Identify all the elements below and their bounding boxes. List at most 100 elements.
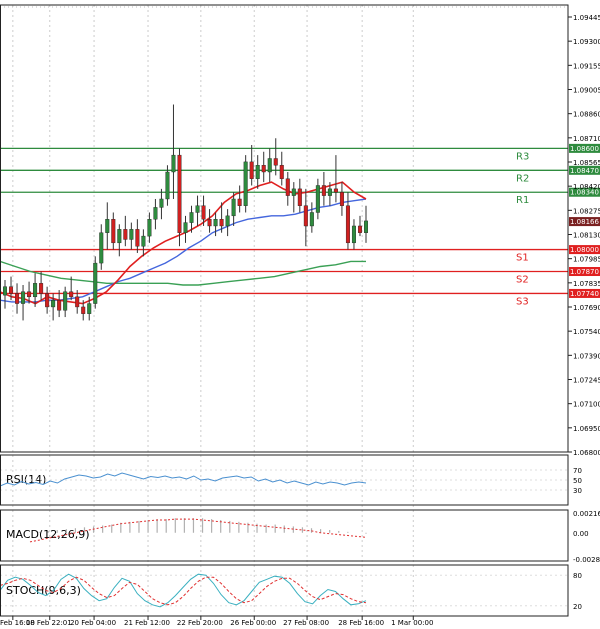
level-name-r1: R1 <box>516 195 529 206</box>
candle-body <box>39 283 44 294</box>
price-tick-label: 1.08130 <box>573 232 600 240</box>
candle-body <box>93 262 98 304</box>
current-price-label: 1.08166 <box>570 218 599 226</box>
candle-body <box>231 198 236 217</box>
macd-frame <box>0 509 569 562</box>
candle-body <box>273 158 278 166</box>
macd-pane: MACD(12,26,9) 0.002165 0.00 -0.002879 <box>6 510 600 564</box>
candle-body <box>267 158 272 173</box>
candle-body <box>327 188 332 196</box>
candle-body <box>195 205 200 213</box>
time-tick-label: 21 Feb 12:00 <box>124 619 170 627</box>
stoch-main-line <box>0 573 367 608</box>
candle-body <box>243 161 248 206</box>
candle-body <box>189 212 194 223</box>
candle-body <box>357 225 362 233</box>
level-price-box <box>569 143 600 153</box>
level-name-r3: R3 <box>516 151 529 162</box>
stoch-label: STOCH(9,6,3) <box>6 584 81 597</box>
candle-body <box>297 188 302 206</box>
time-tick-label: 16 Feb 16:00 <box>0 619 35 627</box>
price-tick-label: 1.08565 <box>573 159 600 167</box>
level-price-label: 1.08470 <box>570 167 599 175</box>
level-price-box <box>569 288 600 298</box>
candle-body <box>81 306 86 314</box>
time-tick-label: 1 Mar 00:00 <box>391 619 433 627</box>
candle-body <box>123 229 128 240</box>
candle-body <box>69 291 74 298</box>
level-price-label: 1.08000 <box>570 246 599 254</box>
price-tick-label: 1.09300 <box>573 38 600 46</box>
macd-tick-label: 0.002165 <box>573 510 600 518</box>
rsi-tick-label: 70 <box>573 467 582 475</box>
price-tick-label: 1.09445 <box>573 14 600 22</box>
candle-body <box>309 212 314 227</box>
stoch-signal-line <box>0 576 367 606</box>
level-price-label: 1.08600 <box>570 145 599 153</box>
macd-signal-line <box>29 518 367 543</box>
candle-body <box>364 220 369 233</box>
macd-label: MACD(12,26,9) <box>6 528 90 541</box>
candle-body <box>165 171 170 200</box>
candle-body <box>159 198 164 208</box>
candle-body <box>183 222 188 233</box>
price-tick-label: 1.07690 <box>573 304 600 312</box>
level-price-label: 1.07740 <box>570 290 599 298</box>
candle-body <box>351 225 356 244</box>
candle-body <box>279 165 284 179</box>
candles <box>3 104 369 321</box>
candle-body <box>9 286 14 294</box>
candle-body <box>291 188 296 196</box>
candle-body <box>129 229 134 240</box>
candle-body <box>207 219 212 227</box>
time-tick-label: 22 Feb 20:00 <box>177 619 223 627</box>
candle-body <box>225 215 230 227</box>
macd-tick-label: -0.002879 <box>573 556 600 564</box>
candle-body <box>147 219 152 237</box>
candle-body <box>27 291 32 298</box>
price-tick-label: 1.08275 <box>573 207 600 215</box>
candle-body <box>315 185 320 213</box>
candle-body <box>219 219 224 227</box>
candle-body <box>333 188 338 193</box>
candle-body <box>153 207 158 220</box>
main-grid <box>0 5 568 616</box>
candle-body <box>75 296 80 308</box>
level-price-box <box>569 165 600 175</box>
candle-body <box>15 293 20 304</box>
level-name-r2: R2 <box>516 173 529 184</box>
candle-body <box>3 286 7 296</box>
time-tick-label: 18 Feb 22:01 <box>26 619 72 627</box>
candle-body <box>285 178 290 196</box>
candle-body <box>105 219 110 233</box>
candle-body <box>45 293 50 308</box>
level-price-box <box>569 245 600 255</box>
candle-body <box>339 192 344 206</box>
stoch-pane: STOCH(9,6,3) 80 20 <box>0 572 582 611</box>
price-tick-label: 1.08710 <box>573 135 600 143</box>
level-name-s2: S2 <box>516 275 529 286</box>
candle-body <box>51 299 56 308</box>
price-tick-label: 1.09005 <box>573 87 600 95</box>
candle-body <box>57 299 62 311</box>
candle-body <box>261 165 266 173</box>
level-name-s3: S3 <box>516 296 529 307</box>
candle-body <box>87 303 92 314</box>
candle-body <box>111 219 116 244</box>
price-axis: 1.09445 1.09300 1.09155 1.09005 1.08860 1.087… <box>568 14 600 457</box>
macd-tick-label: 0.00 <box>573 530 589 538</box>
candle-body <box>303 205 308 227</box>
level-price-label: 1.07870 <box>570 268 599 276</box>
candle-body <box>237 198 242 206</box>
ma-long-line <box>0 260 366 286</box>
candle-body <box>255 165 260 179</box>
rsi-tick-label: 50 <box>573 477 582 485</box>
price-tick-label: 1.07835 <box>573 280 600 288</box>
level-price-label: 1.08340 <box>570 189 599 197</box>
rsi-frame <box>0 454 569 506</box>
candle-body <box>117 229 122 244</box>
stoch-frame <box>0 564 569 617</box>
